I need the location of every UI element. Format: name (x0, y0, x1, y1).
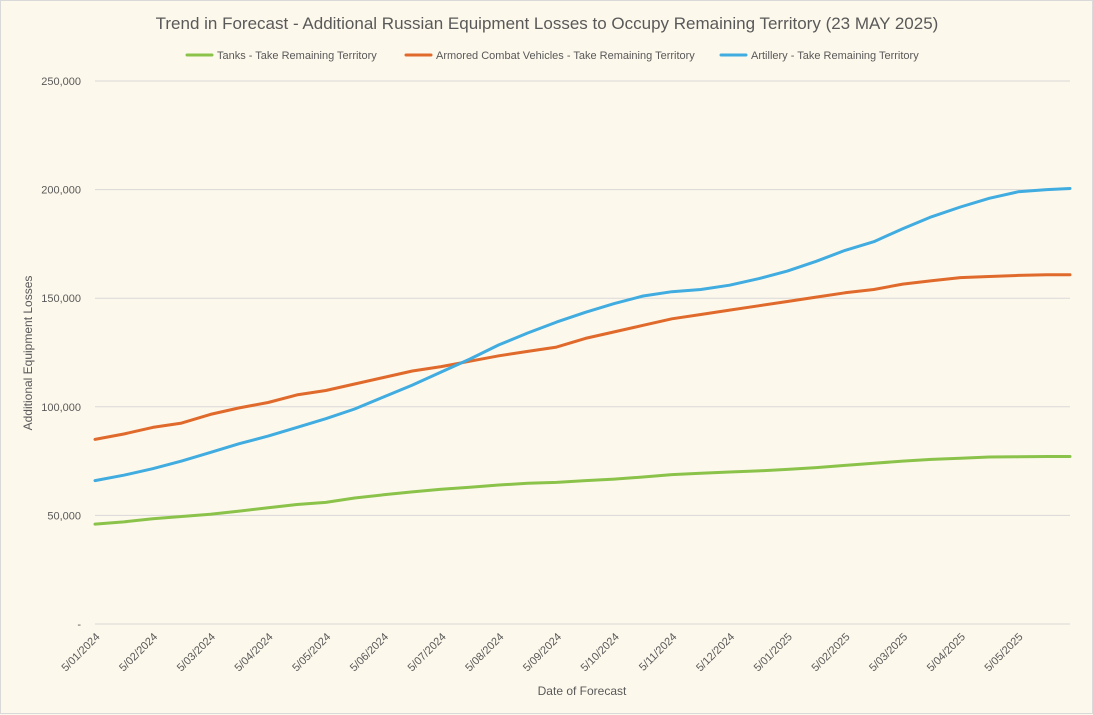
legend-label: Armored Combat Vehicles - Take Remaining… (436, 50, 695, 62)
x-tick-label: 5/01/2025 (752, 631, 795, 674)
x-tick-label: 5/01/2024 (59, 631, 102, 674)
x-tick-label: 5/08/2024 (463, 631, 506, 674)
y-tick-label: 200,000 (41, 185, 81, 197)
x-tick-label: 5/04/2025 (925, 631, 968, 674)
series-line-armored-combat-vehicles-take-remaining-territory (93, 273, 1072, 441)
chart-title: Trend in Forecast - Additional Russian E… (156, 14, 939, 33)
y-axis-ticks: - 50,000 100,000 150,000 200,000 250,000 (41, 76, 81, 631)
legend-label: Artillery - Take Remaining Territory (751, 50, 919, 62)
y-tick-label: 150,000 (41, 293, 81, 305)
y-tick-label: - (77, 619, 81, 631)
legend: Tanks - Take Remaining Territory Armored … (185, 50, 919, 62)
x-tick-label: 5/10/2024 (579, 631, 622, 674)
x-axis-ticks: 5/01/2024 5/02/2024 5/03/2024 5/04/2024 5/05… (59, 631, 1025, 674)
legend-label: Tanks - Take Remaining Territory (217, 50, 377, 62)
x-tick-label: 5/06/2024 (348, 631, 391, 674)
y-tick-label: 50,000 (47, 510, 81, 522)
x-tick-label: 5/02/2024 (117, 631, 160, 674)
series-lines (93, 187, 1072, 526)
series-line-tanks-take-remaining-territory (93, 455, 1072, 526)
x-tick-label: 5/05/2025 (983, 631, 1026, 674)
x-tick-label: 5/12/2024 (694, 631, 737, 674)
x-tick-label: 5/04/2024 (233, 631, 276, 674)
x-tick-label: 5/07/2024 (406, 631, 449, 674)
y-axis-title: Additional Equipment Losses (21, 276, 35, 431)
x-tick-label: 5/11/2024 (637, 631, 680, 674)
x-tick-label: 5/03/2024 (175, 631, 218, 674)
x-tick-label: 5/03/2025 (867, 631, 910, 674)
x-tick-label: 5/09/2024 (521, 631, 564, 674)
x-tick-label: 5/05/2024 (290, 631, 333, 674)
y-tick-label: 100,000 (41, 402, 81, 414)
y-tick-label: 250,000 (41, 76, 81, 88)
x-axis-title: Date of Forecast (538, 684, 627, 698)
x-tick-label: 5/02/2025 (809, 631, 852, 674)
series-line-artillery-take-remaining-territory (93, 187, 1072, 483)
gridlines (95, 80, 1070, 625)
